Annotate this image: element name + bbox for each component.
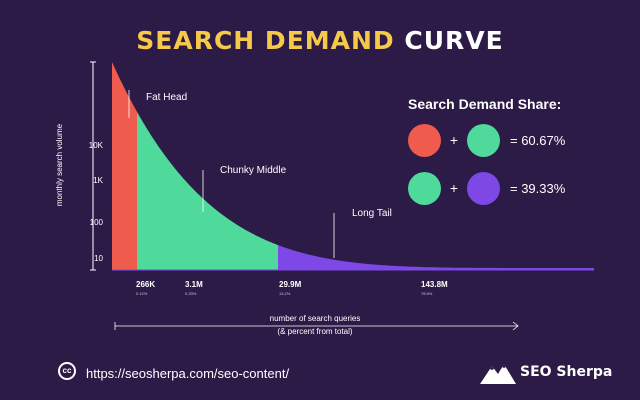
share-value-1: = 60.67% — [510, 132, 566, 148]
y-axis-label: monthly search volume — [55, 123, 64, 206]
red-circle-icon — [408, 123, 441, 157]
source-url[interactable]: https://seosherpa.com/seo-content/ — [86, 366, 290, 381]
y-tick-label: 1K — [93, 176, 103, 185]
y-tick-label: 10K — [89, 141, 104, 150]
plus-sign: + — [449, 132, 459, 148]
chart-title: SEARCH DEMAND CURVE — [0, 26, 640, 55]
green-circle-icon — [467, 123, 500, 157]
search-demand-share: Search Demand Share: + = 60.67% + = 39.3… — [408, 96, 608, 218]
x-axis-label-line2: (& percent from total) — [277, 327, 352, 336]
green-circle-icon — [408, 171, 441, 205]
share-title: Search Demand Share: — [408, 96, 562, 112]
x-tick-sublabel: 0.12% — [136, 291, 148, 296]
y-tick-label: 100 — [90, 218, 104, 227]
x-tick-sublabel: 78.6% — [421, 291, 433, 296]
mountain-icon — [480, 364, 516, 384]
annotation-label: Chunky Middle — [220, 165, 287, 176]
plus-sign: + — [449, 180, 459, 196]
title-accent: SEARCH DEMAND — [136, 26, 395, 55]
share-value-2: = 39.33% — [510, 180, 566, 196]
annotation-label: Long Tail — [352, 208, 392, 219]
x-axis-label-line1: number of search queries — [270, 314, 361, 323]
area-segment-long-tail — [278, 245, 594, 270]
x-tick-label: 266K — [136, 280, 155, 289]
annotation-label: Fat Head — [146, 92, 187, 103]
purple-circle-icon — [467, 171, 500, 205]
title-rest: CURVE — [404, 26, 504, 55]
x-tick-label: 143.8M — [421, 280, 448, 289]
x-axis-arrow-head — [512, 321, 519, 331]
y-tick-label: 10 — [94, 254, 103, 263]
area-segment-chunky-middle — [137, 111, 278, 270]
brand-name: SEO Sherpa — [520, 364, 613, 380]
x-tick-sublabel: 0.33% — [185, 291, 197, 296]
area-segment-fat-head — [112, 62, 137, 270]
x-tick-sublabel: 13.2% — [279, 291, 291, 296]
x-tick-label: 3.1M — [185, 280, 203, 289]
creative-commons-icon: cc — [58, 362, 76, 380]
share-row-2: + = 39.33% — [408, 170, 608, 206]
seo-sherpa-logo: SEO Sherpa — [480, 358, 612, 386]
x-tick-label: 29.9M — [279, 280, 302, 289]
share-row-1: + = 60.67% — [408, 122, 608, 158]
